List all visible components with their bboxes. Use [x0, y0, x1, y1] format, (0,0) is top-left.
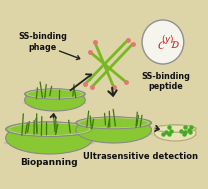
Ellipse shape	[76, 117, 152, 143]
Ellipse shape	[4, 139, 95, 147]
Text: Ultrasensitive detection: Ultrasensitive detection	[83, 152, 198, 161]
Ellipse shape	[6, 122, 93, 136]
Ellipse shape	[153, 133, 197, 137]
Text: $\mathcal{C}$: $\mathcal{C}$	[157, 39, 165, 51]
Circle shape	[142, 20, 184, 64]
Text: $\mathcal{D}$: $\mathcal{D}$	[170, 39, 180, 50]
Ellipse shape	[154, 125, 196, 141]
Text: SS-binding
phage: SS-binding phage	[18, 32, 67, 52]
Text: Biopanning: Biopanning	[20, 158, 78, 167]
Text: $(y)$: $(y)$	[161, 33, 175, 46]
Ellipse shape	[23, 101, 87, 106]
Ellipse shape	[25, 89, 85, 111]
Ellipse shape	[25, 89, 85, 99]
Ellipse shape	[76, 117, 152, 129]
Ellipse shape	[6, 122, 93, 154]
Ellipse shape	[74, 131, 154, 137]
Ellipse shape	[154, 125, 196, 132]
Text: SS-binding
peptide: SS-binding peptide	[141, 72, 190, 91]
